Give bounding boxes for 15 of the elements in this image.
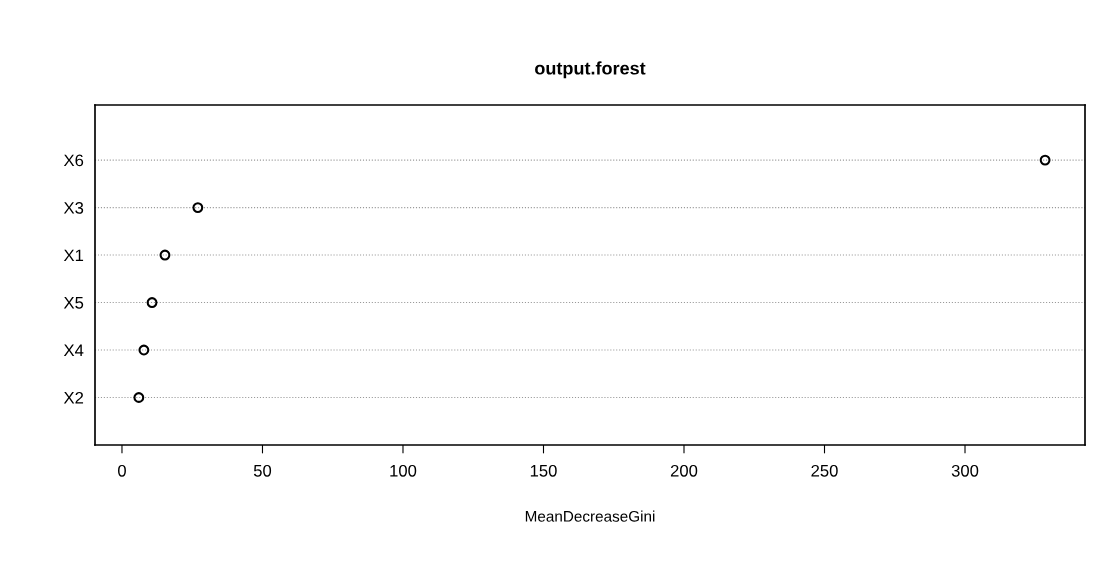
y-tick-label: X6 (63, 154, 84, 167)
x-tick-label: 100 (390, 464, 417, 477)
x-tick-label: 150 (530, 464, 557, 477)
x-tick-label: 250 (811, 464, 838, 477)
y-tick-label: X4 (63, 344, 84, 357)
x-tick-label: 300 (951, 464, 979, 477)
x-tick-label: 0 (117, 464, 126, 477)
chart-title: output.forest (535, 61, 646, 79)
x-tick-label: 200 (670, 464, 698, 477)
y-tick-label: X3 (63, 201, 84, 214)
y-tick-label: X5 (63, 297, 84, 309)
y-tick-label: X2 (63, 391, 84, 404)
y-tick-label: X1 (63, 249, 84, 262)
x-tick-label: 50 (253, 464, 272, 477)
x-axis-title: MeanDecreaseGini (525, 510, 655, 522)
